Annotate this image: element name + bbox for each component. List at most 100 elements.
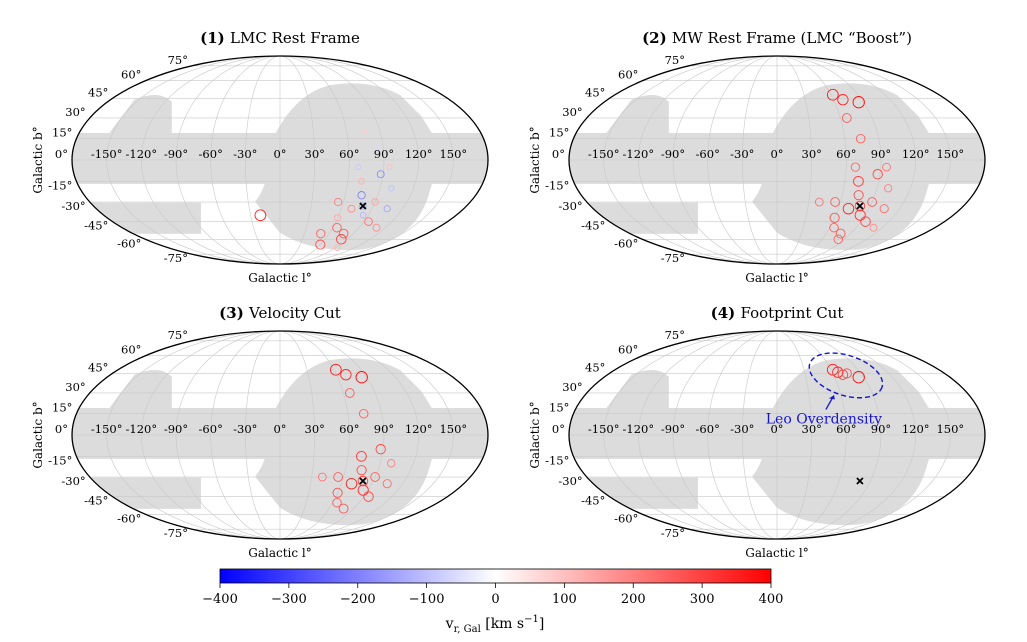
lon-tick-label: 0° bbox=[273, 422, 286, 436]
lat-tick-label: -45° bbox=[581, 494, 605, 508]
data-point bbox=[357, 475, 369, 487]
data-point bbox=[316, 228, 326, 239]
map-outline bbox=[71, 330, 489, 540]
lon-tick-label: 150° bbox=[936, 422, 964, 436]
lat-tick-label: -30° bbox=[61, 199, 85, 213]
data-point bbox=[344, 388, 355, 398]
lon-tick-label: -60° bbox=[696, 147, 720, 161]
footprint-region bbox=[255, 358, 443, 526]
lat-tick-label: -30° bbox=[558, 474, 582, 488]
data-point bbox=[355, 371, 368, 384]
panel-title: (2) MW Rest Frame (LMC “Boost”) bbox=[642, 29, 912, 47]
footprint-region bbox=[109, 94, 172, 133]
data-point bbox=[854, 209, 866, 221]
data-point bbox=[338, 228, 349, 239]
lon-tick-label: -30° bbox=[233, 422, 257, 436]
data-point bbox=[374, 145, 381, 152]
data-point bbox=[832, 366, 844, 378]
data-point bbox=[333, 472, 343, 482]
lat-tick-label: -60° bbox=[117, 236, 141, 250]
lat-tick-label: -15° bbox=[48, 178, 72, 192]
panel-title-text: Velocity Cut bbox=[248, 304, 341, 322]
lat-tick-label: -75° bbox=[164, 251, 188, 265]
data-point bbox=[359, 202, 367, 210]
data-point bbox=[356, 465, 367, 476]
lon-tick-label: -30° bbox=[730, 147, 754, 161]
colorbar-tick-label: −400 bbox=[202, 592, 238, 607]
footprint-region bbox=[752, 358, 940, 526]
lat-tick-label: -15° bbox=[545, 453, 569, 467]
data-point bbox=[830, 197, 840, 207]
data-point bbox=[332, 487, 343, 498]
lon-tick-label: 0° bbox=[273, 147, 286, 161]
x-axis-label: Galactic l° bbox=[248, 271, 312, 285]
data-point bbox=[333, 197, 343, 207]
colorbar-strip bbox=[219, 568, 772, 584]
data-point bbox=[357, 191, 366, 200]
colorbar-tick-label: 300 bbox=[690, 592, 715, 607]
lon-tick-label: -90° bbox=[164, 422, 188, 436]
data-point bbox=[850, 162, 861, 172]
data-point bbox=[361, 128, 368, 135]
panel-title: (3) Velocity Cut bbox=[219, 304, 341, 322]
colorbar-tick-label: 0 bbox=[491, 592, 499, 607]
data-point bbox=[882, 162, 891, 172]
lon-tick-label: -90° bbox=[661, 422, 685, 436]
colorbar-label: vr, Gal [km s−1] bbox=[445, 614, 545, 635]
lat-tick-label: -15° bbox=[48, 453, 72, 467]
lat-tick-label: -30° bbox=[61, 474, 85, 488]
data-point bbox=[382, 479, 392, 489]
colorbar-tick-label: −200 bbox=[340, 592, 376, 607]
data-point bbox=[826, 363, 839, 376]
lat-tick-label: 45° bbox=[88, 360, 108, 374]
footprint-region bbox=[606, 94, 669, 133]
data-point bbox=[359, 211, 367, 219]
data-point bbox=[833, 234, 844, 245]
data-point bbox=[358, 408, 369, 419]
data-point bbox=[867, 197, 877, 207]
lat-tick-label: 15° bbox=[52, 126, 72, 140]
lon-tick-label: 0° bbox=[770, 422, 783, 436]
lon-tick-label: -60° bbox=[199, 147, 223, 161]
panel-title-text: LMC Rest Frame bbox=[230, 29, 360, 47]
lon-tick-label: -60° bbox=[696, 422, 720, 436]
data-point bbox=[364, 217, 373, 226]
data-point bbox=[884, 184, 893, 193]
data-point bbox=[860, 216, 871, 227]
x-axis-label: Galactic l° bbox=[745, 546, 809, 560]
colorbar: −400 −300 −200 −100 0 100 200 300 400 vr, Gal [k… bbox=[202, 568, 783, 635]
colorbar-tick-label: −300 bbox=[271, 592, 307, 607]
data-point bbox=[345, 477, 358, 490]
data-point bbox=[852, 96, 865, 109]
lat-tick-label: 45° bbox=[88, 85, 108, 99]
data-point bbox=[375, 444, 386, 455]
lon-tick-label: 120° bbox=[405, 422, 433, 436]
panel-number: (3) bbox=[219, 304, 249, 322]
lon-tick-label: -150° bbox=[91, 422, 123, 436]
colorbar-tick-label: −100 bbox=[409, 592, 445, 607]
x-axis-label: Galactic l° bbox=[745, 271, 809, 285]
data-point bbox=[363, 491, 374, 502]
lon-tick-label: -30° bbox=[730, 422, 754, 436]
lon-tick-label: 90° bbox=[871, 147, 891, 161]
lat-tick-label: 30° bbox=[562, 105, 582, 119]
lat-tick-label: 60° bbox=[121, 68, 141, 82]
data-point bbox=[852, 371, 865, 384]
lat-tick-label: -45° bbox=[581, 219, 605, 233]
lat-tick-label: 30° bbox=[562, 380, 582, 394]
lon-tick-label: 90° bbox=[871, 422, 891, 436]
lon-tick-label: -30° bbox=[233, 147, 257, 161]
data-point bbox=[855, 133, 866, 144]
data-point bbox=[370, 472, 380, 482]
lat-tick-label: -60° bbox=[614, 236, 638, 250]
sky-panel-4: -150° -120° -90° -60° -30° 0° 30° 60° 90° 120° 150… bbox=[528, 304, 986, 560]
data-point bbox=[334, 214, 342, 222]
data-points bbox=[826, 363, 865, 384]
lon-tick-label: -150° bbox=[91, 147, 123, 161]
lat-tick-label: 15° bbox=[52, 401, 72, 415]
lon-tick-label: 60° bbox=[836, 147, 856, 161]
lat-tick-label: 75° bbox=[168, 328, 188, 342]
lat-tick-label: -45° bbox=[84, 494, 108, 508]
data-points bbox=[254, 128, 395, 251]
data-point bbox=[372, 223, 381, 232]
